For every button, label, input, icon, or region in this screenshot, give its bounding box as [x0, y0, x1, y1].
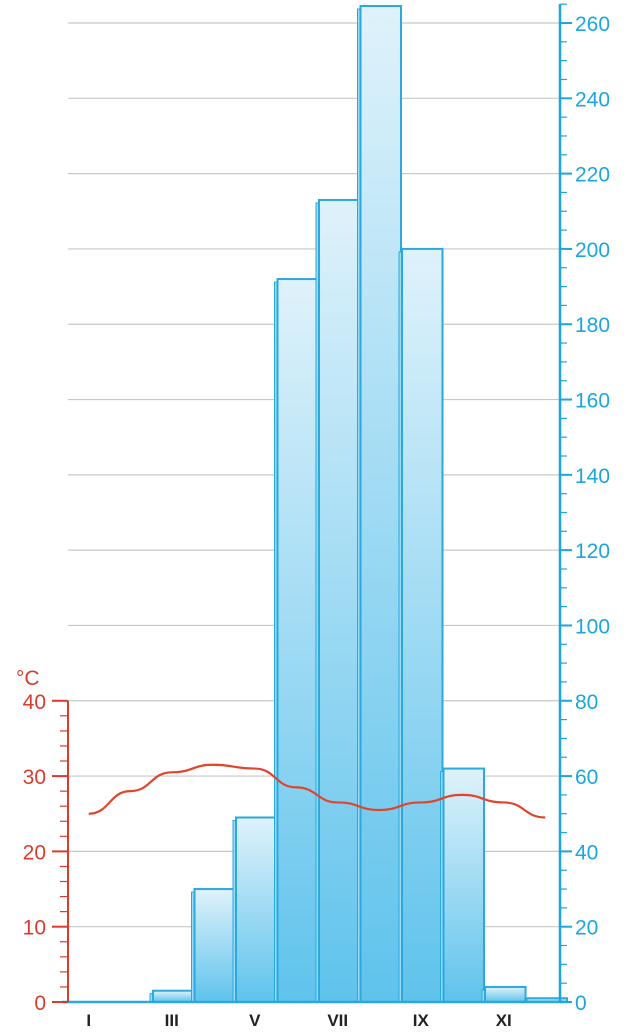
x-tick-label: VII	[327, 1011, 348, 1030]
right-axis-tick-label: 60	[575, 766, 598, 789]
bar	[318, 198, 361, 1003]
right-axis-tick-label: 140	[575, 465, 610, 488]
x-tick-label: XI	[496, 1011, 512, 1030]
left-axis-unit: °C	[16, 667, 40, 690]
x-tick-label: V	[249, 1011, 261, 1030]
right-axis-tick-label: 240	[575, 88, 610, 111]
bar	[193, 888, 236, 1003]
right-axis-tick-label: 160	[575, 390, 610, 413]
right-axis-tick-label: 180	[575, 314, 610, 337]
precipitation-bars	[149, 5, 568, 1004]
right-axis-tick-label: 100	[575, 615, 610, 638]
right-axis-tick-label: 80	[575, 691, 598, 714]
right-axis-tick-label: 260	[575, 13, 610, 36]
right-axis-tick-label: 0	[575, 992, 587, 1015]
bar	[442, 767, 485, 1003]
x-tick-label: I	[86, 1011, 91, 1030]
right-axis-tick-label: 40	[575, 841, 598, 864]
temperature-line-layer	[88, 763, 546, 819]
bar	[235, 816, 278, 1003]
bar	[484, 985, 527, 1004]
bar	[276, 278, 319, 1003]
left-axis-tick-label: 10	[23, 917, 46, 940]
left-axis-tick-label: 20	[23, 841, 46, 864]
bar	[359, 5, 402, 1003]
bar	[152, 989, 195, 1004]
right-axis-tick-label: 200	[575, 239, 610, 262]
right-axis-tick-label: 20	[575, 917, 598, 940]
x-tick-label: III	[165, 1011, 179, 1030]
bar	[401, 247, 444, 1003]
left-axis-tick-label: 30	[23, 766, 46, 789]
right-axis-tick-label: 220	[575, 164, 610, 187]
axes	[52, 3, 572, 1004]
axis-labels: 0 20 40 60 80 100 120 140 160 180 200 220 240 260 0 10 2…	[16, 13, 610, 1030]
x-tick-label: IX	[413, 1011, 430, 1030]
left-axis-tick-label: 0	[34, 992, 46, 1015]
left-axis-tick-label: 40	[23, 691, 46, 714]
temperature-line	[88, 763, 546, 819]
right-axis-tick-label: 120	[575, 540, 610, 563]
